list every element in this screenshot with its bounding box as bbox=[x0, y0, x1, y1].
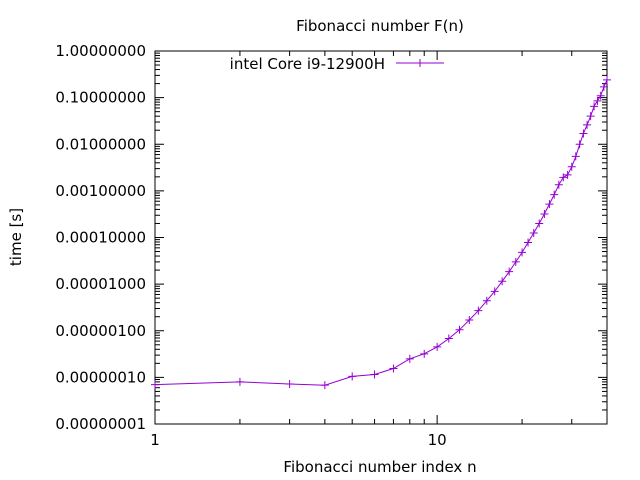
data-point bbox=[575, 140, 584, 149]
data-point bbox=[579, 129, 588, 138]
y-tick-label: 0.00000100 bbox=[55, 322, 146, 340]
chart-title: Fibonacci number F(n) bbox=[296, 17, 464, 35]
data-point bbox=[444, 334, 453, 343]
y-tick-label: 0.01000000 bbox=[55, 135, 146, 153]
data-point bbox=[455, 325, 464, 334]
y-tick-label: 0.00000001 bbox=[55, 415, 146, 433]
data-point bbox=[285, 380, 294, 389]
data-point bbox=[511, 257, 520, 266]
data-point bbox=[490, 287, 499, 296]
data-point bbox=[498, 277, 507, 286]
x-axis-label: Fibonacci number index n bbox=[283, 458, 476, 476]
data-point bbox=[599, 82, 608, 91]
data-point bbox=[545, 200, 554, 209]
data-point bbox=[370, 370, 379, 379]
data-point bbox=[529, 228, 538, 237]
y-tick-label: 0.00010000 bbox=[55, 229, 146, 247]
data-point bbox=[518, 248, 527, 257]
data-point bbox=[320, 381, 329, 390]
y-tick-label: 0.10000000 bbox=[55, 89, 146, 107]
data-point bbox=[593, 96, 602, 105]
y-tick-label: 1.00000000 bbox=[55, 42, 146, 60]
data-point bbox=[524, 238, 533, 247]
data-point bbox=[571, 152, 580, 161]
data-point bbox=[482, 296, 491, 305]
data-point bbox=[550, 190, 559, 199]
data-point bbox=[596, 91, 605, 100]
data-point bbox=[586, 112, 595, 121]
y-tick-label: 0.00000010 bbox=[55, 368, 146, 386]
x-tick-label: 1 bbox=[150, 431, 160, 449]
series-line bbox=[154, 79, 608, 386]
data-point bbox=[603, 75, 611, 84]
plot-area: 0.00000001 0.00000010 0.00000100 0.00001000… bbox=[55, 42, 611, 449]
data-point bbox=[535, 219, 544, 228]
plot-frame bbox=[154, 50, 608, 425]
data-point bbox=[151, 380, 159, 389]
legend-label: intel Core i9-12900H bbox=[230, 55, 385, 73]
legend: intel Core i9-12900H bbox=[230, 55, 444, 73]
data-point bbox=[567, 162, 576, 171]
y-tick-label: 0.00001000 bbox=[55, 275, 146, 293]
data-point bbox=[389, 364, 398, 373]
data-point bbox=[505, 267, 514, 276]
data-point bbox=[235, 377, 244, 386]
data-point bbox=[474, 306, 483, 315]
data-point bbox=[559, 173, 568, 182]
data-point bbox=[563, 170, 572, 179]
y-axis-label: time [s] bbox=[7, 208, 25, 266]
data-point bbox=[583, 120, 592, 129]
data-point bbox=[465, 316, 474, 325]
data-point bbox=[348, 372, 357, 381]
legend-sample bbox=[396, 59, 444, 67]
legend-marker bbox=[416, 59, 424, 67]
data-point bbox=[590, 102, 599, 111]
data-point bbox=[420, 349, 429, 358]
x-tick-label: 10 bbox=[428, 431, 447, 449]
data-point bbox=[405, 354, 414, 363]
y-tick-label: 0.00100000 bbox=[55, 182, 146, 200]
data-point bbox=[433, 342, 442, 351]
data-point bbox=[540, 209, 549, 218]
data-point bbox=[554, 180, 563, 189]
